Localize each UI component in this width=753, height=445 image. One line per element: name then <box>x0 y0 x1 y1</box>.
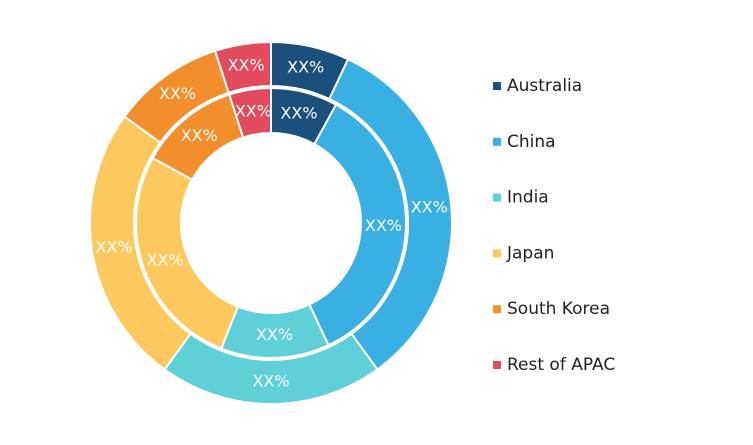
legend-swatch <box>493 82 501 90</box>
legend-label: South Korea <box>507 299 610 319</box>
legend-swatch <box>493 193 501 202</box>
legend-label: Australia <box>507 76 582 96</box>
legend-swatch <box>493 361 501 369</box>
value-label: XX% <box>411 198 448 217</box>
legend-swatch <box>493 249 501 258</box>
legend-swatch <box>493 305 501 314</box>
value-label: XX% <box>159 84 196 103</box>
value-label: XX% <box>287 57 324 76</box>
legend-label: Rest of APAC <box>507 355 615 375</box>
legend-swatch <box>493 137 501 146</box>
value-label: XX% <box>365 216 402 235</box>
donut-segment <box>213 40 272 94</box>
legend-label: India <box>507 188 549 208</box>
value-label: XX% <box>228 55 265 74</box>
value-label: XX% <box>95 237 132 256</box>
value-label: XX% <box>280 104 317 123</box>
value-label: XX% <box>147 251 184 270</box>
donut-segment <box>228 86 272 139</box>
value-label: XX% <box>235 101 272 120</box>
legend-label: China <box>507 132 556 152</box>
legend-label: Japan <box>506 243 554 263</box>
value-label: XX% <box>181 126 218 145</box>
donut-segment <box>307 103 407 347</box>
value-label: XX% <box>256 325 293 344</box>
value-label: XX% <box>252 372 289 391</box>
